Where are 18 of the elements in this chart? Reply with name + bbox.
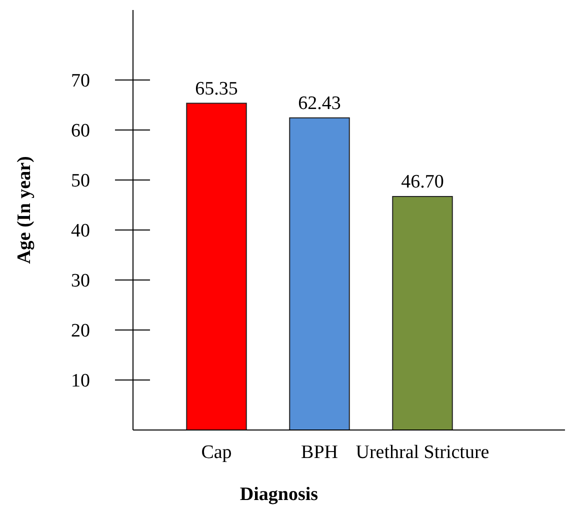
- x-tick-label: Cap: [201, 442, 232, 463]
- bar: [392, 196, 453, 430]
- bar: [186, 102, 247, 430]
- y-tick-label: 20: [71, 320, 90, 342]
- x-tick-label: Urethral Stricture: [356, 442, 490, 463]
- y-tick-label: 40: [71, 220, 90, 242]
- y-tick-label: 10: [71, 370, 90, 392]
- y-tick-label: 50: [71, 170, 90, 192]
- y-axis-title: Age (In year): [14, 156, 35, 264]
- data-label: 65.35: [195, 78, 238, 100]
- x-tick-label: BPH: [301, 442, 338, 463]
- y-tick-label: 30: [71, 270, 90, 292]
- y-tick-label: 70: [71, 70, 90, 92]
- data-label: 46.70: [401, 172, 444, 192]
- data-label: 62.43: [298, 92, 341, 114]
- x-axis-title: Diagnosis: [240, 484, 318, 505]
- bar: [289, 117, 350, 430]
- y-tick-label: 60: [71, 120, 90, 142]
